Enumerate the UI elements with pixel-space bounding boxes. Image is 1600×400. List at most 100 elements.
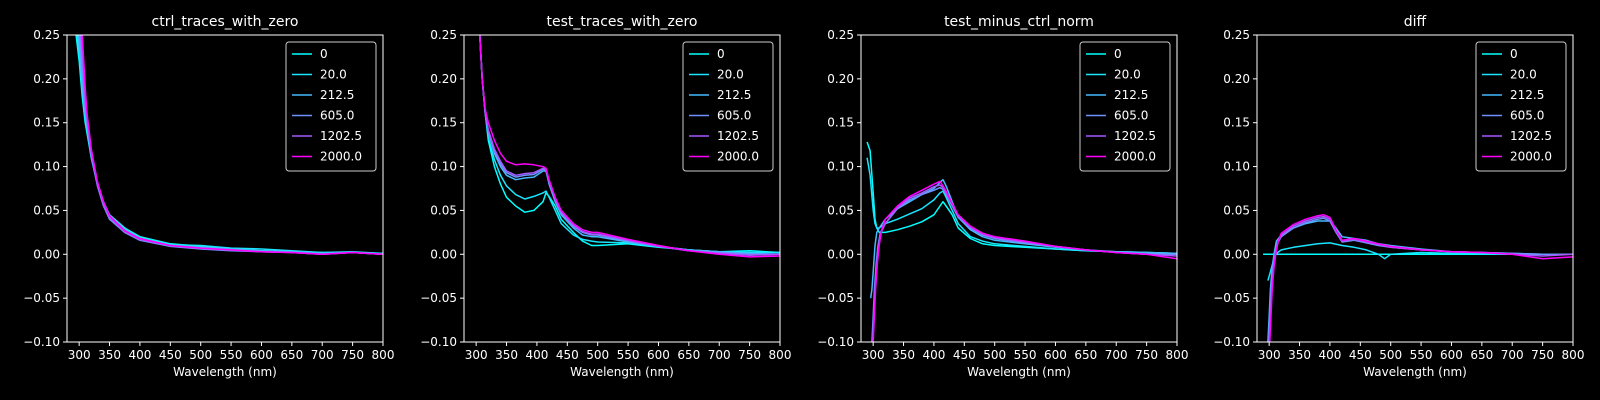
x-tick-label: 700 [311, 348, 334, 362]
y-tick-label: 0.05 [1223, 203, 1250, 217]
x-axis-label: Wavelength (nm) [570, 365, 674, 379]
x-tick-label: 550 [617, 348, 640, 362]
x-tick-label: 400 [922, 348, 945, 362]
legend-label: 0 [1114, 47, 1122, 61]
legend-label: 20.0 [320, 68, 347, 82]
legend-label: 605.0 [717, 109, 751, 123]
y-tick-label: −0.10 [420, 335, 457, 349]
x-tick-label: 650 [1470, 348, 1493, 362]
series-line-2000.0 [479, 35, 780, 258]
y-tick-label: 0.00 [33, 247, 60, 261]
y-tick-label: 0.05 [827, 203, 854, 217]
x-tick-label: 550 [1014, 348, 1037, 362]
y-tick-label: −0.10 [23, 335, 60, 349]
chart-panel-0: ctrl_traces_with_zero 300 350 400 450 500 550 6… [23, 14, 394, 379]
x-tick-label: 350 [98, 348, 121, 362]
x-tick-label: 500 [1379, 348, 1402, 362]
y-tick-label: 0.25 [33, 28, 60, 42]
y-tick-label: −0.10 [1213, 335, 1250, 349]
x-axis-label: Wavelength (nm) [173, 365, 277, 379]
charts-root: ctrl_traces_with_zero 300 350 400 450 500 550 6… [23, 14, 1584, 379]
legend-label: 0 [320, 47, 328, 61]
legend-label: 605.0 [320, 109, 354, 123]
legend-label: 2000.0 [1510, 150, 1552, 164]
y-tick-label: 0.25 [430, 28, 457, 42]
y-tick-label: −0.05 [420, 291, 457, 305]
x-tick-label: 800 [372, 348, 395, 362]
legend: 0 20.0 212.5 605.0 1202.5 2000.0 [1475, 41, 1567, 172]
x-tick-label: 400 [525, 348, 548, 362]
legend: 0 20.0 212.5 605.0 1202.5 2000.0 [682, 41, 774, 172]
x-tick-label: 450 [1349, 348, 1372, 362]
x-tick-label: 750 [341, 348, 364, 362]
x-tick-label: 700 [708, 348, 731, 362]
x-tick-label: 300 [465, 348, 488, 362]
chart-panel-1: test_traces_with_zero 300 350 400 450 500 550 6… [420, 14, 791, 379]
legend-label: 20.0 [1510, 68, 1537, 82]
legend-label: 212.5 [320, 88, 354, 102]
plot-frame [1256, 34, 1574, 343]
y-tick-label: 0.20 [33, 72, 60, 86]
legend-label: 2000.0 [717, 150, 759, 164]
y-tick-label: 0.15 [430, 116, 457, 130]
x-tick-label: 400 [128, 348, 151, 362]
y-tick-label: 0.20 [430, 72, 457, 86]
series-lines [479, 35, 780, 258]
x-tick-label: 750 [738, 348, 761, 362]
series-lines [75, 35, 383, 256]
x-tick-label: 550 [220, 348, 243, 362]
series-line-2000.0 [872, 180, 1177, 342]
x-tick-label: 350 [1288, 348, 1311, 362]
plot-frame [860, 34, 1178, 343]
x-tick-label: 400 [1318, 348, 1341, 362]
legend-label: 2000.0 [320, 150, 362, 164]
chart-title: ctrl_traces_with_zero [152, 14, 299, 30]
y-tick-label: 0.00 [827, 247, 854, 261]
chart-title: test_traces_with_zero [547, 14, 698, 30]
y-tick-label: 0.20 [1223, 72, 1250, 86]
series-line-2000.0 [1269, 214, 1573, 342]
y-tick-label: 0.10 [827, 160, 854, 174]
x-tick-label: 450 [159, 348, 182, 362]
y-tick-label: −0.05 [23, 291, 60, 305]
plot-frame [66, 34, 384, 343]
x-tick-label: 650 [280, 348, 303, 362]
x-tick-label: 350 [495, 348, 518, 362]
x-tick-label: 500 [983, 348, 1006, 362]
legend-label: 1202.5 [1510, 129, 1552, 143]
x-tick-label: 600 [1440, 348, 1463, 362]
legend-label: 212.5 [1114, 88, 1148, 102]
x-tick-label: 300 [862, 348, 885, 362]
y-tick-label: 0.05 [33, 203, 60, 217]
y-tick-label: −0.10 [817, 335, 854, 349]
x-tick-label: 700 [1501, 348, 1524, 362]
legend-label: 2000.0 [1114, 150, 1156, 164]
legend-label: 0 [1510, 47, 1518, 61]
x-tick-label: 600 [647, 348, 670, 362]
series-line-20.0 [1267, 242, 1573, 281]
y-tick-label: 0.20 [827, 72, 854, 86]
series-line-20.0 [866, 157, 1177, 255]
y-tick-label: −0.05 [817, 291, 854, 305]
y-tick-label: 0.15 [827, 116, 854, 130]
x-tick-label: 650 [677, 348, 700, 362]
y-tick-label: 0.15 [1223, 116, 1250, 130]
series-lines [1263, 214, 1573, 342]
x-tick-label: 350 [892, 348, 915, 362]
chart-panel-2: test_minus_ctrl_norm 300 350 400 450 500 550 60… [817, 14, 1188, 379]
y-tick-label: 0.10 [1223, 160, 1250, 174]
y-tick-label: 0.10 [33, 160, 60, 174]
legend-label: 605.0 [1114, 109, 1148, 123]
legend-label: 20.0 [717, 68, 744, 82]
x-tick-label: 650 [1074, 348, 1097, 362]
x-tick-label: 300 [1258, 348, 1281, 362]
x-tick-label: 300 [68, 348, 91, 362]
y-tick-label: 0.00 [1223, 247, 1250, 261]
y-tick-label: 0.10 [430, 160, 457, 174]
y-tick-label: 0.00 [430, 247, 457, 261]
x-tick-label: 750 [1135, 348, 1158, 362]
legend-label: 0 [717, 47, 725, 61]
series-line-212.5 [869, 178, 1177, 299]
legend-label: 1202.5 [1114, 129, 1156, 143]
